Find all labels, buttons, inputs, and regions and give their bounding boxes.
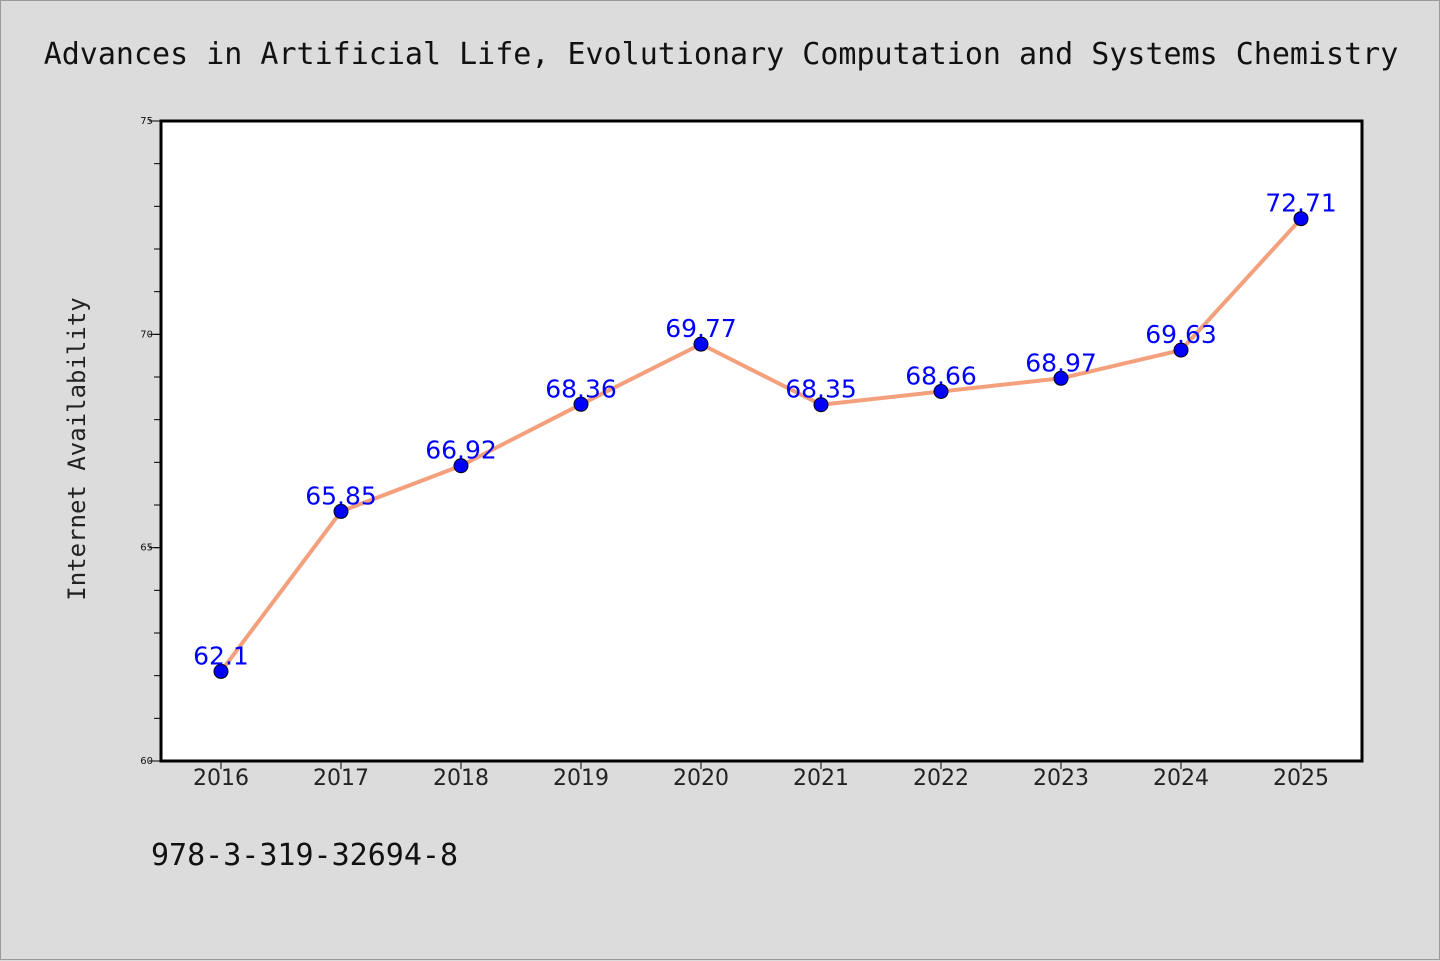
y-axis: 60 65 70 75: [140, 116, 161, 767]
data-label: 68.66: [905, 362, 977, 391]
x-tick-label: 2021: [793, 766, 849, 791]
plot-area: [159, 119, 1364, 763]
isbn-label: 978-3-319-32694-8: [151, 838, 458, 873]
data-point: [453, 458, 469, 474]
x-tick-label: 2016: [193, 766, 249, 791]
data-label: 72.71: [1265, 189, 1337, 218]
chart-title: Advances in Artificial Life, Evolutionar…: [44, 37, 1399, 72]
y-tick-label: 70: [140, 329, 153, 340]
data-label: 69.63: [1145, 320, 1217, 349]
data-point: [1293, 211, 1309, 227]
data-label: 68.36: [545, 374, 617, 403]
x-tick-label: 2025: [1273, 766, 1329, 791]
x-tick-label: 2017: [313, 766, 369, 791]
marker-group: [213, 211, 1309, 679]
y-tick-label: 75: [140, 116, 153, 127]
y-tick-label: 65: [140, 543, 153, 554]
data-point: [333, 503, 349, 519]
data-label-group: 62.1 65.85 66.92 68.36 69.77 68.35 68.66 68.97 6…: [193, 189, 1337, 671]
y-tick-label: 60: [140, 756, 153, 767]
data-point: [693, 336, 709, 352]
data-label: 65.85: [305, 481, 377, 510]
data-point: [213, 663, 229, 679]
x-tick-label: 2018: [433, 766, 489, 791]
data-point: [1173, 342, 1189, 358]
series-line-group: [219, 217, 1303, 673]
x-tick-label: 2024: [1153, 766, 1209, 791]
data-label: 69.77: [665, 314, 737, 343]
data-label: 66.92: [425, 436, 497, 465]
x-axis: 2016 2017 2018 2019 2020 2021 2022 2023 2024 2025: [193, 761, 1329, 791]
x-tick-label: 2023: [1033, 766, 1089, 791]
data-label: 62.1: [193, 641, 249, 670]
x-tick-label: 2020: [673, 766, 729, 791]
x-tick-label: 2019: [553, 766, 609, 791]
data-point: [813, 397, 829, 413]
y-axis-label: Internet Availability: [63, 297, 91, 600]
series-line: [219, 217, 1303, 673]
data-label: 68.97: [1025, 348, 1097, 377]
data-point: [933, 384, 949, 400]
data-label: 68.35: [785, 375, 857, 404]
x-tick-label: 2022: [913, 766, 969, 791]
data-point: [1053, 370, 1069, 386]
data-point: [573, 396, 589, 412]
